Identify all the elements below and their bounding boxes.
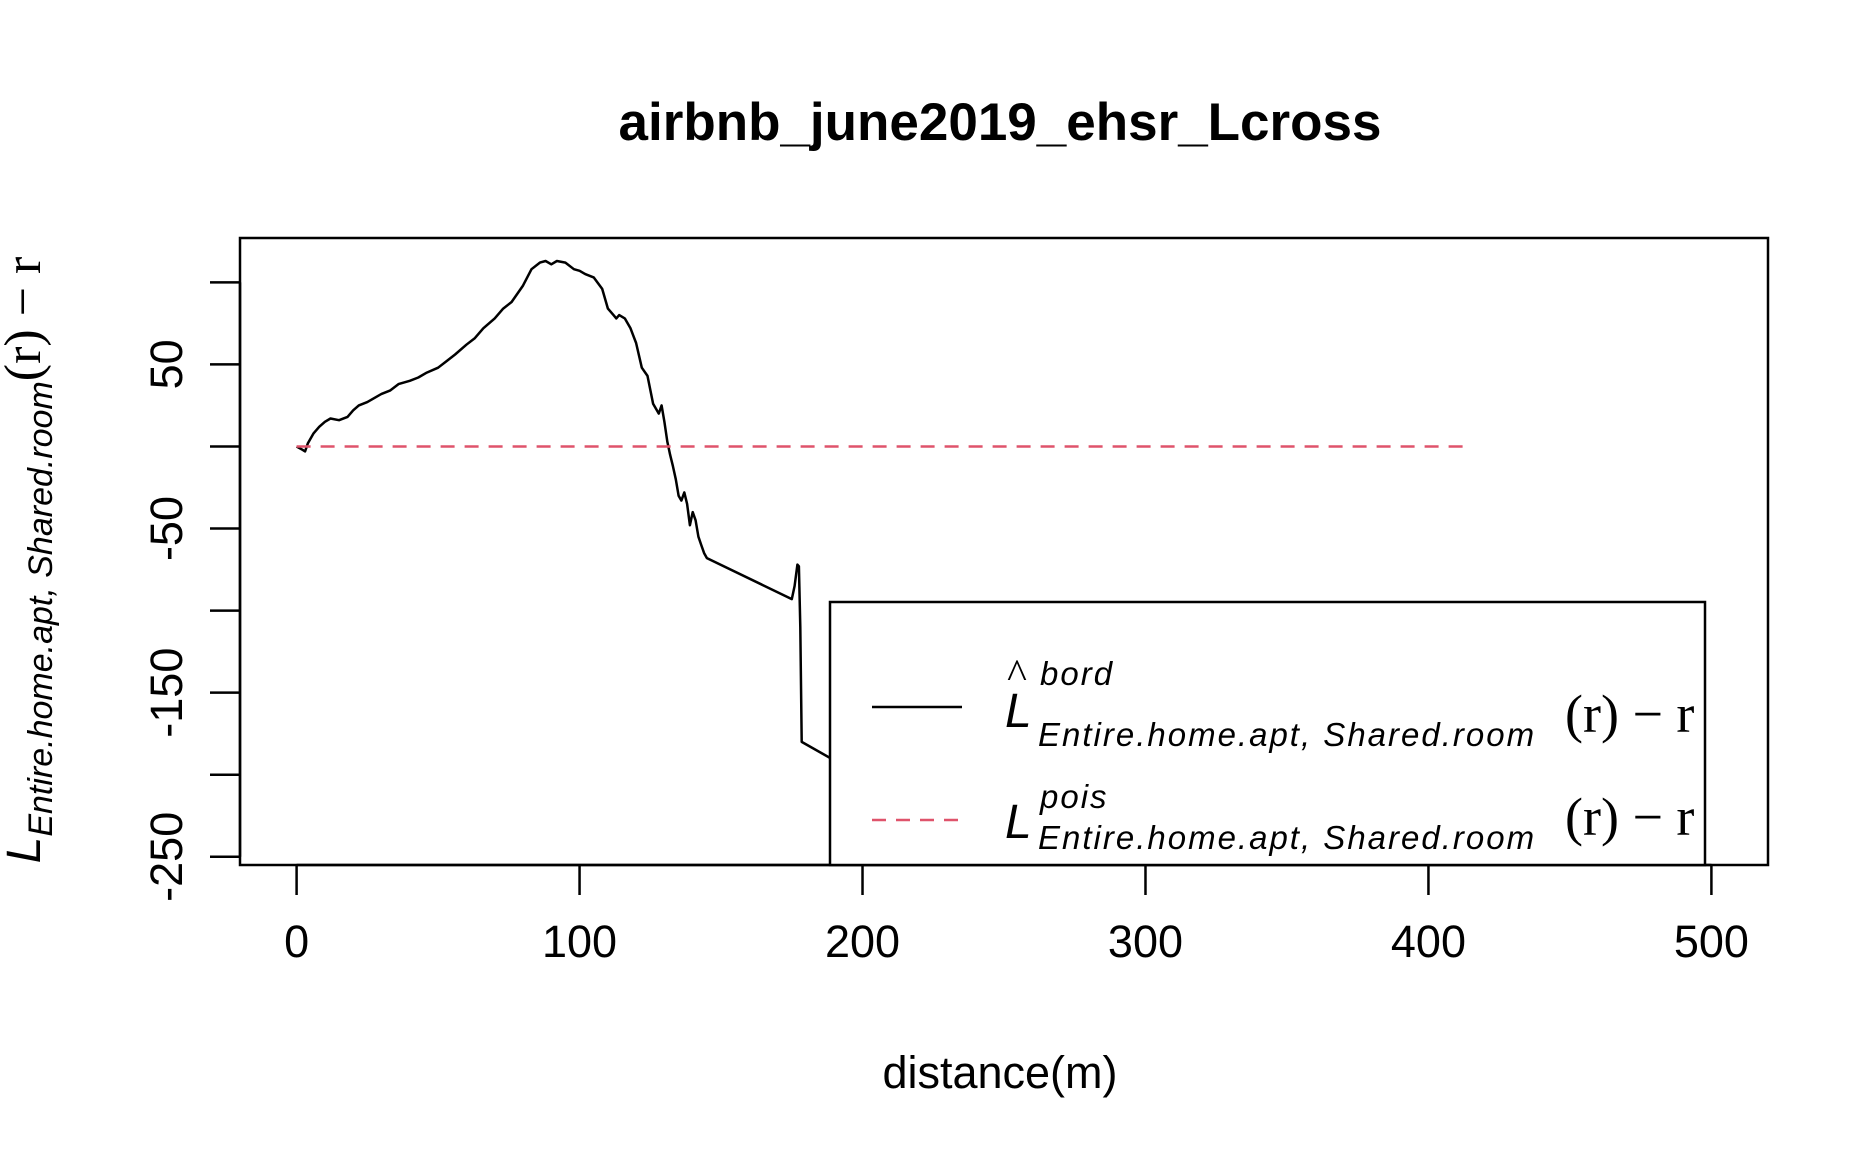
legend-pois-suffix: (r) − r [1565, 787, 1694, 847]
y-axis-label-suffix: (r) − r [0, 257, 52, 382]
legend-entry-pois: L pois Entire.home.apt, Shared.room (r) … [872, 778, 1694, 856]
series-line-bord [295, 259, 983, 845]
legend-bord-suffix: (r) − r [1565, 684, 1694, 744]
x-tick-label: 400 [1391, 916, 1466, 967]
y-axis-label: LEntire.home.apt, Shared.room(r) − r [0, 257, 60, 864]
y-tick-label: -250 [141, 812, 192, 902]
x-axis-label: distance(m) [882, 1047, 1117, 1098]
legend-bord-subscript: Entire.home.apt, Shared.room [1038, 716, 1536, 753]
x-tick-label: 100 [542, 916, 617, 967]
legend-pois-base: L [1005, 796, 1032, 849]
legend-pois-superscript: pois [1039, 778, 1109, 815]
chart-title: airbnb_june2019_ehsr_Lcross [619, 93, 1382, 152]
x-tick-label: 300 [1108, 916, 1183, 967]
y-axis: 50 -50 -150 -250 [141, 281, 242, 902]
series-layer [295, 259, 1471, 845]
y-tick-label: -150 [141, 648, 192, 738]
legend-entry-bord: L ^ bord Entire.home.apt, Shared.room (r… [872, 652, 1694, 753]
y-tick-label: 50 [141, 339, 192, 389]
x-tick-label: 500 [1674, 916, 1749, 967]
legend-bord-superscript: bord [1040, 655, 1114, 692]
legend-bord-hat: ^ [1007, 652, 1027, 698]
x-axis: 0 100 200 300 400 500 [284, 863, 1749, 967]
legend-box [828, 600, 1707, 867]
y-axis-label-subscript: Entire.home.apt, Shared.room [22, 381, 60, 836]
y-axis-label-base: L [0, 837, 51, 864]
y-tick-label: -50 [141, 496, 192, 561]
x-tick-label: 0 [284, 916, 309, 967]
legend-pois-subscript: Entire.home.apt, Shared.room [1038, 819, 1536, 856]
svg-text:LEntire.home.apt, Shared.room(: LEntire.home.apt, Shared.room(r) − r [0, 257, 60, 864]
x-tick-label: 200 [825, 916, 900, 967]
legend: L ^ bord Entire.home.apt, Shared.room (r… [828, 600, 1707, 867]
legend-bord-base: L [1005, 685, 1032, 738]
